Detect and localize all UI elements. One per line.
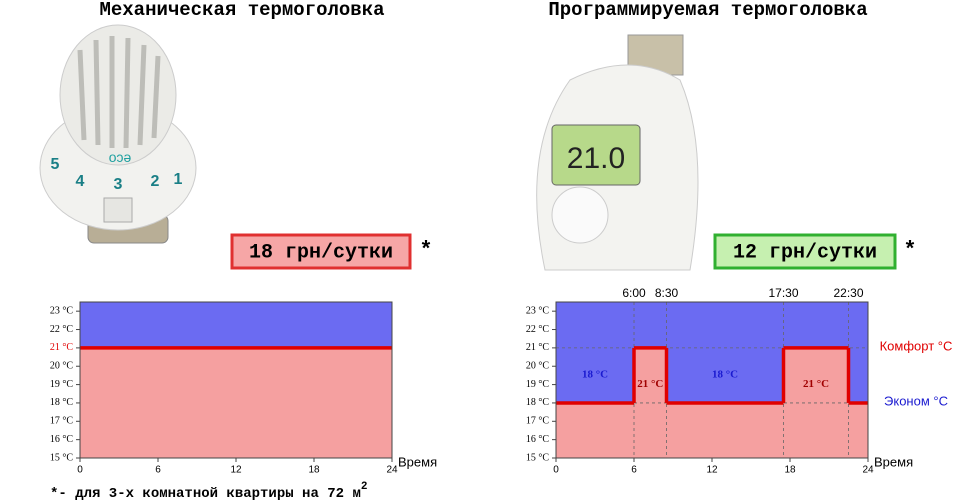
y-tick-label: 19 °C — [526, 379, 549, 390]
y-tick-label: 16 °C — [50, 434, 73, 445]
legend-entry: Эконом °C — [884, 393, 948, 408]
ribs — [77, 36, 161, 149]
dial-number: 3 — [114, 176, 123, 193]
programmable-head: 21.0 — [536, 34, 699, 271]
y-tick-label: 19 °C — [50, 379, 73, 390]
y-tick-label: 18 °C — [50, 397, 73, 408]
segment-label: 21 °C — [637, 378, 663, 390]
time-label: 17:30 — [768, 286, 798, 300]
y-tick-label: 15 °C — [526, 452, 549, 463]
comfort-fill — [556, 402, 634, 458]
segment-label: 21 °C — [803, 378, 829, 390]
dial-number: 2 — [151, 173, 160, 190]
mechanical-head: eco 12 3 45 — [39, 24, 197, 244]
x-tick-label: 6 — [631, 465, 637, 476]
legend-entry: Комфорт °C — [880, 338, 953, 353]
x-tick-label: 12 — [706, 465, 718, 476]
y-tick-label: 15 °C — [50, 452, 73, 463]
y-tick-label: 18 °C — [526, 397, 549, 408]
x-tick-label: 6 — [155, 465, 161, 476]
lcd-value: 21.0 — [567, 142, 625, 175]
dial-number: 5 — [51, 156, 60, 173]
dial-label: eco — [109, 151, 132, 167]
footnote-text: *- для 3-х комнатной квартиры на 72 м — [50, 486, 361, 502]
y-tick-label: 23 °C — [526, 305, 549, 316]
y-tick-label: 16 °C — [526, 434, 549, 445]
price: 18 грн/сутки — [249, 241, 393, 264]
price: 12 грн/сутки — [733, 241, 877, 264]
dial-number: 4 — [76, 173, 85, 190]
lcd — [551, 124, 641, 186]
comfort-fill — [80, 347, 392, 458]
y-tick-label: 21 °C — [50, 342, 73, 353]
x-tick-label: 24 — [386, 465, 398, 476]
y-tick-label: 17 °C — [50, 416, 73, 427]
segment-label: 18 °C — [582, 368, 608, 380]
dial-number: 1 — [174, 171, 183, 188]
y-tick-label: 22 °C — [50, 324, 73, 335]
x-tick-label: 18 — [308, 465, 320, 476]
y-tick-label: 23 °C — [50, 305, 73, 316]
time-label: 6:00 — [622, 286, 646, 300]
y-tick-label: 21 °C — [526, 342, 549, 353]
y-tick-label: 17 °C — [526, 416, 549, 427]
segment-label: 18 °C — [712, 368, 738, 380]
pointer — [103, 197, 133, 223]
knob[interactable] — [551, 186, 609, 244]
price-box — [230, 233, 412, 270]
y-tick-label: 20 °C — [526, 361, 549, 372]
x-tick-label: 0 — [77, 465, 83, 476]
right-title: Программируемая термоголовка — [548, 0, 867, 21]
x-axis-label: Время — [398, 454, 437, 469]
comfort-fill — [848, 402, 868, 458]
price-box — [713, 233, 897, 270]
left-title: Механическая термоголовка — [99, 0, 384, 21]
x-axis-label: Время — [874, 454, 913, 469]
time-label: 22:30 — [833, 286, 863, 300]
time-label: 8:30 — [655, 286, 679, 300]
x-tick-label: 0 — [553, 465, 559, 476]
x-tick-label: 24 — [862, 465, 874, 476]
footnote-sup: 2 — [361, 481, 368, 493]
asterisk: * — [419, 238, 432, 263]
x-tick-label: 18 — [784, 465, 796, 476]
y-tick-label: 20 °C — [50, 361, 73, 372]
footnote: *- для 3-х комнатной квартиры на 72 м2 — [50, 481, 367, 502]
y-tick-label: 22 °C — [526, 324, 549, 335]
comfort-fill — [634, 347, 667, 458]
comfort-fill — [666, 402, 784, 458]
cap — [59, 24, 177, 166]
asterisk: * — [903, 238, 916, 263]
x-tick-label: 12 — [230, 465, 242, 476]
